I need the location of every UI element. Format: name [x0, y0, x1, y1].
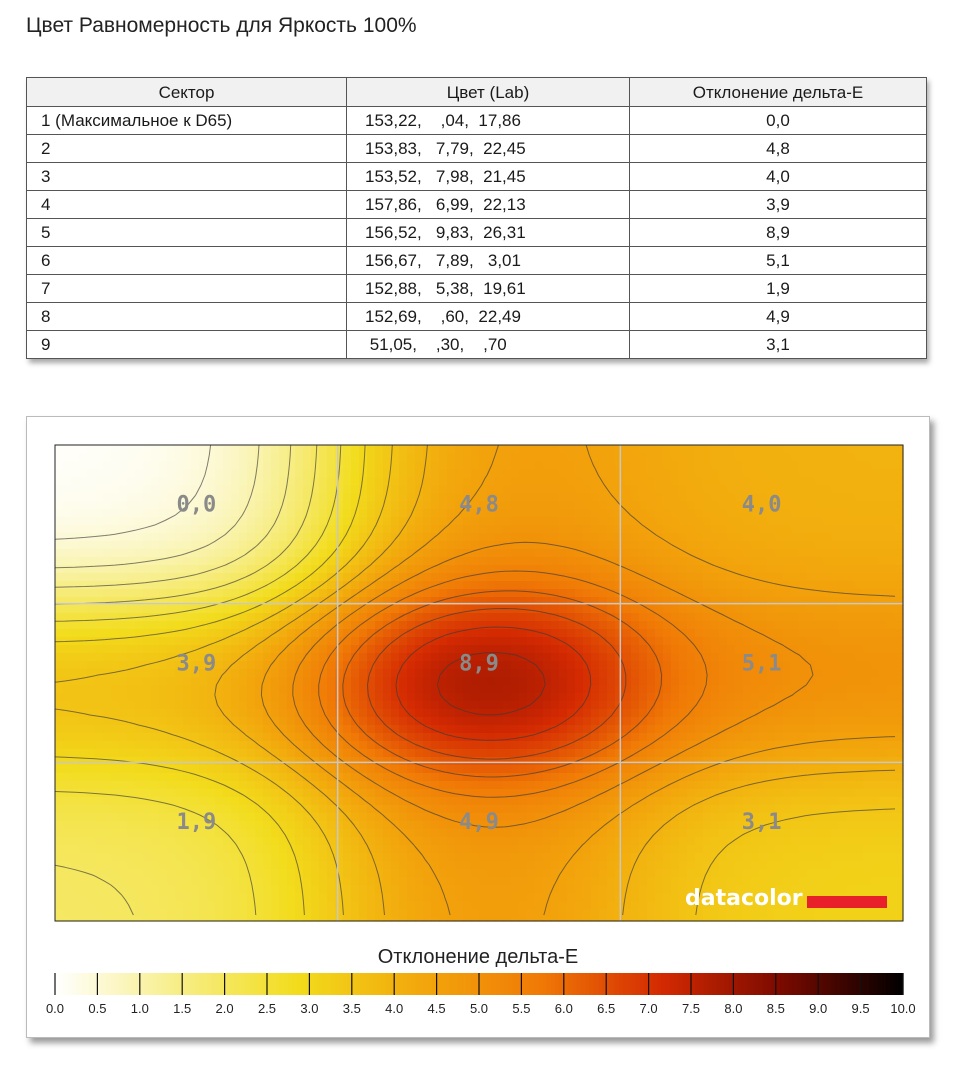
cell-lab: 153,83, 7,79, 22,45 — [346, 134, 630, 163]
scale-tick-label: 4.5 — [428, 1001, 446, 1016]
cell-sector: 8 — [26, 302, 347, 331]
sector-label: 1,9 — [176, 810, 216, 835]
header-delta-e: Отклонение дельта-E — [629, 77, 927, 107]
cell-sector: 6 — [26, 246, 347, 275]
lab-table: Сектор Цвет (Lab) Отклонение дельта-E 1 … — [26, 77, 927, 359]
sector-label: 4,0 — [742, 493, 782, 518]
scale-tick-label: 2.0 — [216, 1001, 234, 1016]
table-body: 1 (Максимальное к D65) 153,22, ,04, 17,86… — [26, 106, 927, 359]
header-sector: Сектор — [26, 77, 347, 107]
scale-tick-label: 7.0 — [640, 1001, 658, 1016]
cell-delta-e: 4,0 — [629, 162, 927, 191]
sector-label: 3,9 — [176, 651, 216, 676]
cell-delta-e: 1,9 — [629, 274, 927, 303]
cell-lab: 51,05, ,30, ,70 — [346, 330, 630, 359]
cell-sector: 7 — [26, 274, 347, 303]
grid-layer — [55, 445, 903, 921]
table-header-row: Сектор Цвет (Lab) Отклонение дельта-E — [26, 77, 927, 107]
table-row: 5 156,52, 9,83, 26,31 8,9 — [26, 218, 927, 247]
cell-lab: 156,67, 7,89, 3,01 — [346, 246, 630, 275]
cell-delta-e: 3,1 — [629, 330, 927, 359]
scale-tick-label: 0.0 — [46, 1001, 64, 1016]
table-row: 3 153,52, 7,98, 21,45 4,0 — [26, 162, 927, 191]
scale-tick-label: 8.0 — [724, 1001, 742, 1016]
sector-label: 5,1 — [742, 651, 782, 676]
scale-tick-label: 8.5 — [767, 1001, 785, 1016]
cell-lab: 152,69, ,60, 22,49 — [346, 302, 630, 331]
plot-frame — [54, 444, 904, 922]
scale-tick-label: 9.5 — [852, 1001, 870, 1016]
cell-sector: 2 — [26, 134, 347, 163]
page-title: Цвет Равномерность для Яркость 100% — [26, 14, 417, 37]
scale-tick-label: 1.5 — [173, 1001, 191, 1016]
header-lab: Цвет (Lab) — [346, 77, 630, 107]
scale-tick-label: 0.5 — [88, 1001, 106, 1016]
cell-delta-e: 0,0 — [629, 106, 927, 135]
cell-lab: 157,86, 6,99, 22,13 — [346, 190, 630, 219]
cell-lab: 152,88, 5,38, 19,61 — [346, 274, 630, 303]
cell-lab: 153,22, ,04, 17,86 — [346, 106, 630, 135]
table-row: 2 153,83, 7,79, 22,45 4,8 — [26, 134, 927, 163]
scale-tick-label: 9.0 — [809, 1001, 827, 1016]
cell-sector: 1 (Максимальное к D65) — [26, 106, 347, 135]
cell-lab: 156,52, 9,83, 26,31 — [346, 218, 630, 247]
logo-bar — [807, 896, 887, 908]
heatmap-layer — [55, 445, 904, 922]
sector-labels: 0,0 4,8 4,0 3,9 8,9 5,1 1,9 4,9 3,1 — [176, 493, 781, 835]
table-row: 1 (Максимальное к D65) 153,22, ,04, 17,86… — [26, 106, 927, 135]
uniformity-chart-card: 0,0 4,8 4,0 3,9 8,9 5,1 1,9 4,9 3,1 datacolor От… — [26, 416, 930, 1038]
logo-text: datacolor — [685, 886, 803, 911]
cell-sector: 4 — [26, 190, 347, 219]
scale-tick-label: 5.5 — [512, 1001, 530, 1016]
cell-delta-e: 3,9 — [629, 190, 927, 219]
scale-tick-label: 7.5 — [682, 1001, 700, 1016]
table-row: 4 157,86, 6,99, 22,13 3,9 — [26, 190, 927, 219]
scale-tick-label: 6.5 — [597, 1001, 615, 1016]
sector-label: 8,9 — [459, 651, 499, 676]
color-scale-legend: 0.0 0.5 1.0 1.5 2.0 2.5 3.0 3.5 4.0 4.5 5.0 5.5 6.0 6… — [46, 973, 916, 1016]
lab-table-container: Сектор Цвет (Lab) Отклонение дельта-E 1 … — [26, 77, 927, 359]
scale-tick-label: 6.0 — [555, 1001, 573, 1016]
scale-tick-label: 1.0 — [131, 1001, 149, 1016]
cell-sector: 5 — [26, 218, 347, 247]
table-row: 9 51,05, ,30, ,70 3,1 — [26, 330, 927, 359]
scale-tick-label: 3.0 — [300, 1001, 318, 1016]
legend-title: Отклонение дельта-E — [378, 946, 579, 968]
sector-label: 3,1 — [742, 810, 782, 835]
table-row: 7 152,88, 5,38, 19,61 1,9 — [26, 274, 927, 303]
uniformity-chart: 0,0 4,8 4,0 3,9 8,9 5,1 1,9 4,9 3,1 datacolor От… — [46, 444, 916, 1016]
table-row: 8 152,69, ,60, 22,49 4,9 — [26, 302, 927, 331]
cell-delta-e: 5,1 — [629, 246, 927, 275]
cell-delta-e: 4,9 — [629, 302, 927, 331]
scale-tick-label: 3.5 — [343, 1001, 361, 1016]
sector-label: 4,9 — [459, 810, 499, 835]
cell-sector: 9 — [26, 330, 347, 359]
scale-tick-label: 2.5 — [258, 1001, 276, 1016]
scale-tick-label: 5.0 — [470, 1001, 488, 1016]
cell-sector: 3 — [26, 162, 347, 191]
datacolor-logo: datacolor — [685, 886, 887, 911]
sector-label: 4,8 — [459, 493, 499, 518]
cell-lab: 153,52, 7,98, 21,45 — [346, 162, 630, 191]
sector-label: 0,0 — [176, 493, 216, 518]
scale-tick-label: 10.0 — [890, 1001, 915, 1016]
cell-delta-e: 4,8 — [629, 134, 927, 163]
cell-delta-e: 8,9 — [629, 218, 927, 247]
table-row: 6 156,67, 7,89, 3,01 5,1 — [26, 246, 927, 275]
scale-tick-label: 4.0 — [385, 1001, 403, 1016]
